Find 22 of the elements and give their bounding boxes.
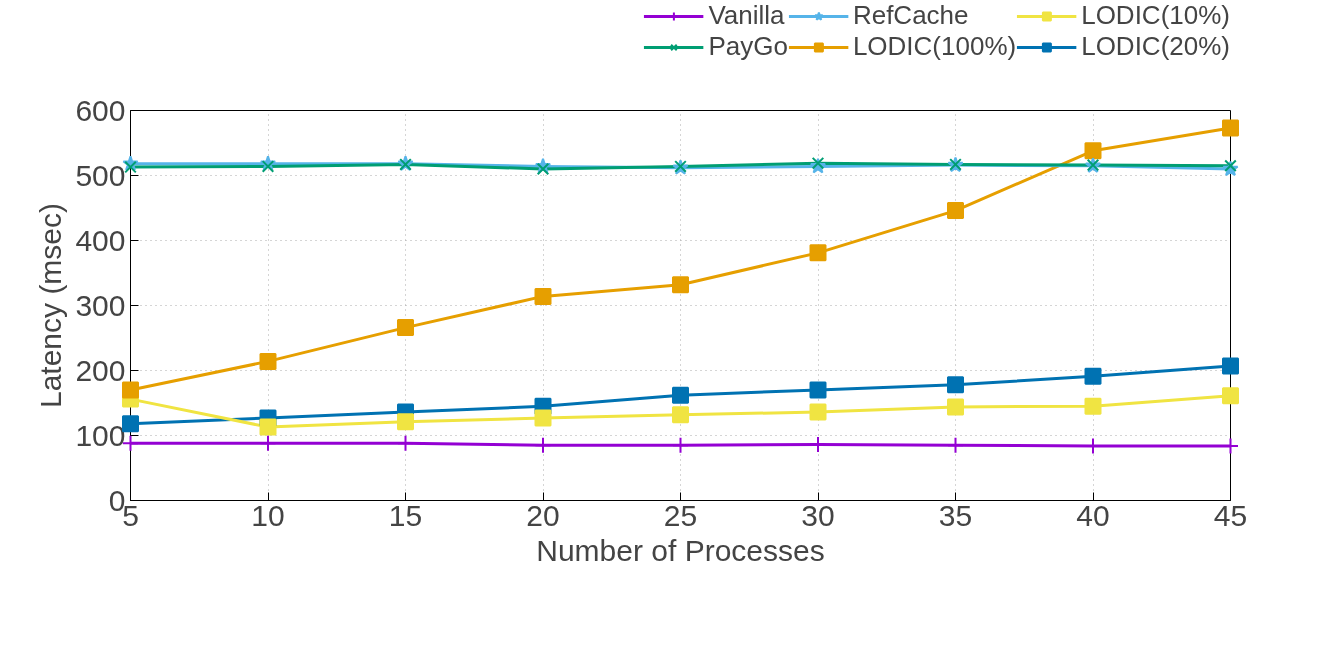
y-tick-label: 300 (75, 288, 126, 322)
x-tick-label: 45 (1213, 498, 1248, 532)
x-axis-title: Number of Processes (536, 533, 825, 567)
y-tick-label: 200 (75, 353, 126, 387)
legend-label: RefCache (852, 0, 969, 31)
x-tick-label: 40 (1076, 498, 1110, 532)
legend-label: Vanilla (708, 0, 785, 31)
x-tick-label: 15 (388, 498, 423, 532)
x-tick-label: 25 (663, 498, 698, 532)
y-tick-label: 100 (75, 418, 126, 452)
x-tick-label: 35 (938, 498, 973, 532)
legend-label: PayGo (708, 31, 788, 62)
legend-label: LODIC(10%) (1081, 0, 1230, 31)
x-tick-label: 20 (526, 498, 560, 532)
x-tick-label: 10 (251, 498, 285, 532)
y-tick-label: 600 (75, 93, 126, 127)
legend-label: LODIC(20%) (1081, 31, 1230, 62)
y-tick-label: 400 (75, 223, 126, 257)
y-axis-title: Latency (msec) (34, 202, 68, 409)
y-tick-label: 500 (75, 158, 126, 192)
legend-label: LODIC(100%) (852, 31, 1017, 62)
x-tick-label: 30 (801, 498, 835, 532)
